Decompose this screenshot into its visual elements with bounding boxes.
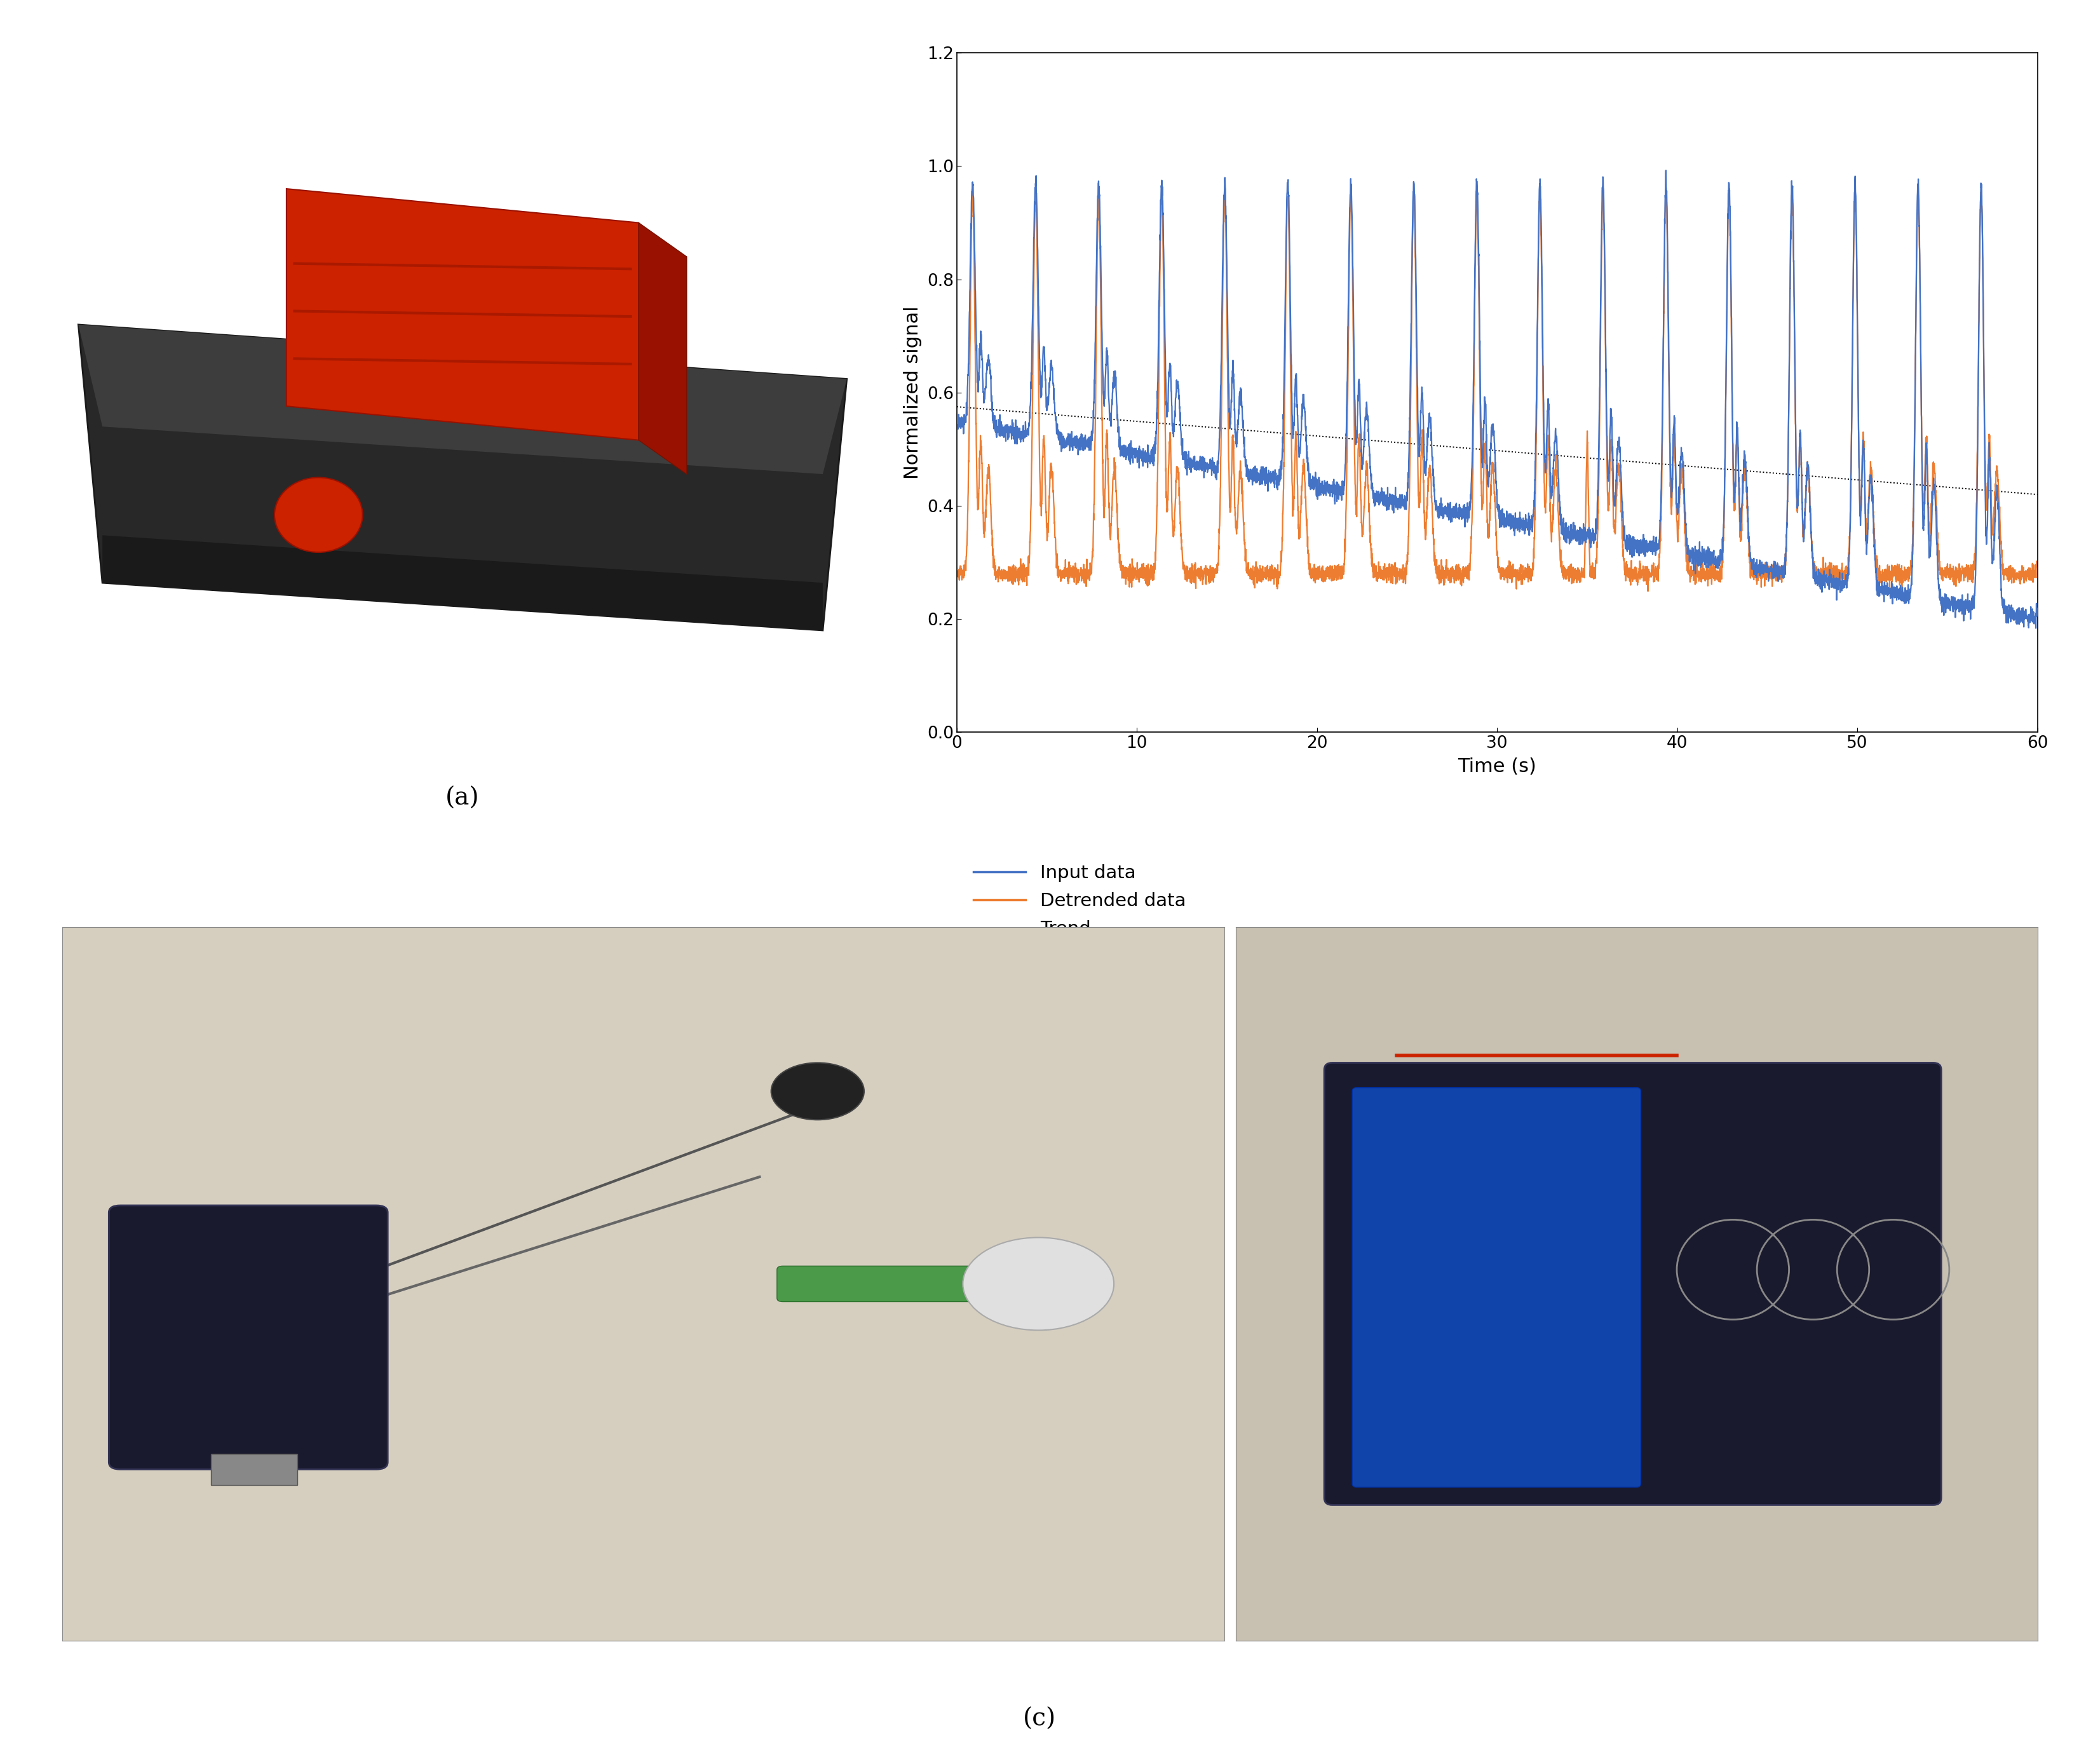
Trend bbox=[1601, 450, 1626, 471]
Input data bbox=[2017, 609, 2042, 630]
Input data bbox=[1202, 460, 1227, 482]
Detrended data bbox=[2025, 552, 2050, 573]
Line: Trend: Trend bbox=[956, 407, 2037, 494]
Detrended data bbox=[944, 557, 969, 579]
Text: (c): (c) bbox=[1023, 1708, 1056, 1730]
Input data bbox=[1195, 460, 1220, 482]
Input data bbox=[2023, 617, 2048, 639]
Line: Detrended data: Detrended data bbox=[956, 187, 2037, 591]
Detrended data bbox=[1202, 572, 1227, 593]
Detrended data bbox=[1206, 519, 1231, 540]
Circle shape bbox=[274, 478, 362, 552]
Trend bbox=[1002, 400, 1027, 422]
FancyBboxPatch shape bbox=[1324, 1062, 1942, 1505]
Trend bbox=[1497, 441, 1522, 462]
Trend bbox=[1104, 409, 1129, 430]
Input data bbox=[944, 407, 969, 429]
X-axis label: Time (s): Time (s) bbox=[1457, 757, 1536, 776]
Polygon shape bbox=[638, 222, 686, 475]
Detrended data bbox=[1636, 580, 1661, 602]
Input data bbox=[1428, 487, 1453, 508]
Legend: Input data, Detrended data, Trend: Input data, Detrended data, Trend bbox=[967, 857, 1193, 946]
Detrended data bbox=[1428, 561, 1453, 582]
Input data bbox=[1206, 439, 1231, 460]
Detrended data bbox=[2017, 570, 2042, 591]
Polygon shape bbox=[102, 534, 823, 630]
FancyBboxPatch shape bbox=[212, 1454, 297, 1485]
Input data bbox=[1351, 429, 1376, 450]
FancyBboxPatch shape bbox=[108, 1205, 387, 1469]
Trend bbox=[1225, 418, 1249, 439]
Text: (b): (b) bbox=[1480, 1025, 1516, 1048]
FancyBboxPatch shape bbox=[778, 1267, 998, 1302]
Detrended data bbox=[1351, 496, 1376, 517]
Trend bbox=[944, 397, 969, 418]
Circle shape bbox=[771, 1062, 865, 1120]
Input data bbox=[1653, 161, 1678, 182]
Detrended data bbox=[1842, 176, 1867, 198]
Y-axis label: Normalized signal: Normalized signal bbox=[904, 305, 921, 480]
Polygon shape bbox=[79, 325, 846, 475]
Detrended data bbox=[1195, 563, 1220, 584]
Trend bbox=[1514, 443, 1538, 464]
FancyBboxPatch shape bbox=[1351, 1088, 1640, 1487]
Circle shape bbox=[963, 1238, 1114, 1330]
Polygon shape bbox=[287, 189, 638, 441]
Polygon shape bbox=[79, 325, 846, 630]
Line: Input data: Input data bbox=[956, 171, 2037, 628]
Text: (a): (a) bbox=[445, 787, 480, 810]
Input data bbox=[2025, 598, 2050, 619]
Trend bbox=[2025, 483, 2050, 505]
